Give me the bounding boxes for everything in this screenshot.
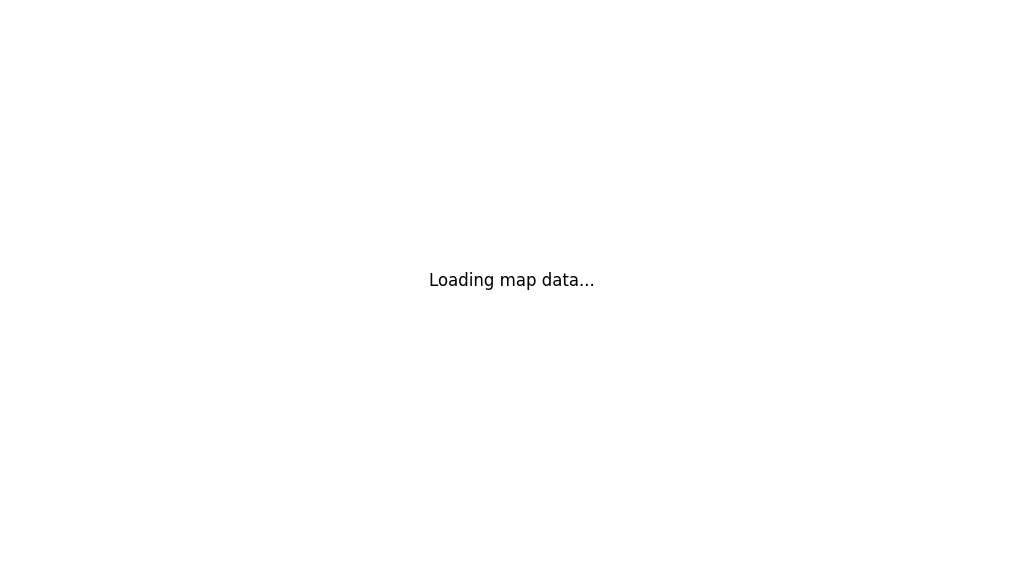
- Text: Loading map data...: Loading map data...: [429, 272, 595, 290]
